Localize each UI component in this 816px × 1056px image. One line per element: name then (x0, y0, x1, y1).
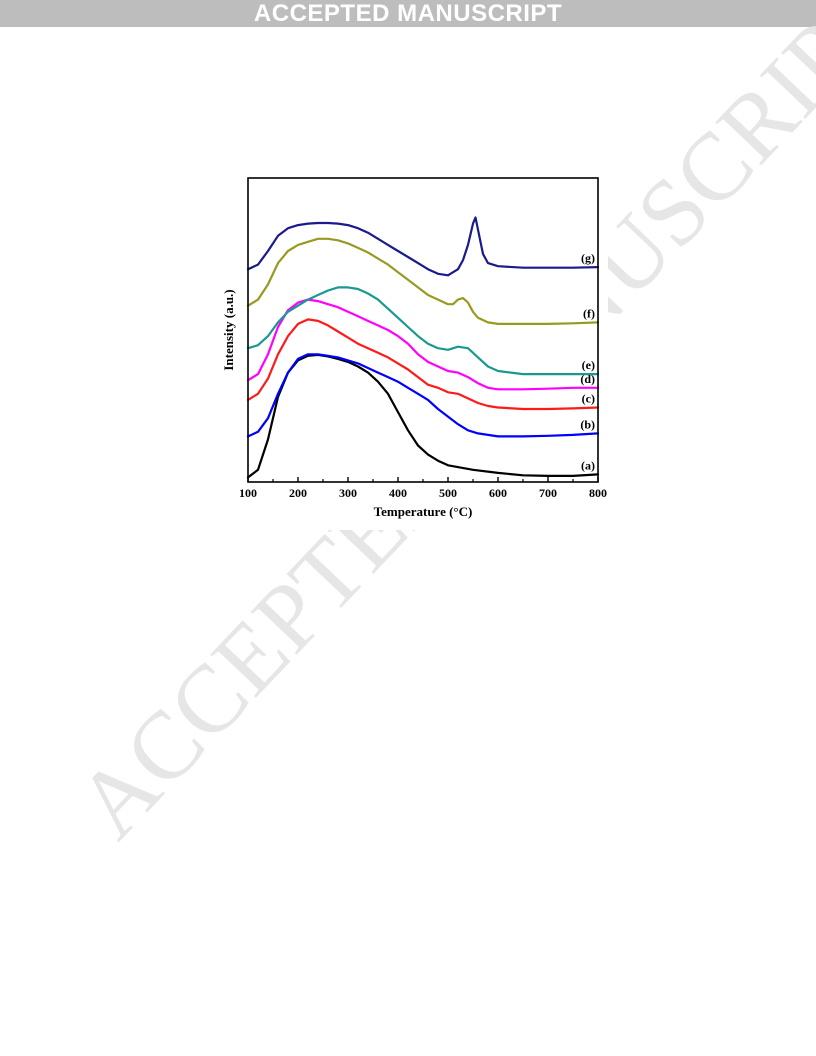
series-label-2: (b) (580, 417, 595, 431)
x-tick-label: 300 (339, 486, 357, 500)
series-line-4 (246, 298, 600, 391)
series-label-6: (f) (583, 306, 595, 320)
x-tick-label: 700 (539, 486, 557, 500)
series-line-3 (246, 318, 600, 411)
x-tick-label: 800 (589, 486, 607, 500)
series-layer (246, 216, 600, 479)
chart-background (204, 167, 608, 530)
x-tick-label: 100 (239, 486, 257, 500)
series-line-6 (246, 237, 600, 325)
series-label-4: (d) (580, 372, 595, 386)
x-tick-label: 600 (489, 486, 507, 500)
y-axis-label: Intensity (a.u.) (221, 289, 236, 370)
accepted-manuscript-banner: ACCEPTED MANUSCRIPT (0, 0, 816, 27)
x-tick-label: 500 (439, 486, 457, 500)
x-tick-label: 400 (389, 486, 407, 500)
series-labels: (a) (b) (c) (d)(e) (f) (g) (580, 251, 595, 472)
series-label-1: (a) (581, 458, 595, 472)
series-label-5: (e) (582, 358, 595, 372)
x-tick-label: 200 (289, 486, 307, 500)
x-axis-ticks: 100 200 300 400 500 600 700 800 (239, 477, 607, 500)
series-line-2 (246, 353, 600, 438)
x-axis-label: Temperature (°C) (374, 504, 473, 519)
series-label-3: (c) (582, 392, 595, 406)
series-label-7: (g) (581, 251, 595, 265)
series-line-5 (246, 286, 600, 376)
series-line-7 (246, 216, 600, 277)
tpr-line-chart: 100 200 300 400 500 600 700 800 (a) (b) (c) (d)(e)… (204, 167, 608, 530)
